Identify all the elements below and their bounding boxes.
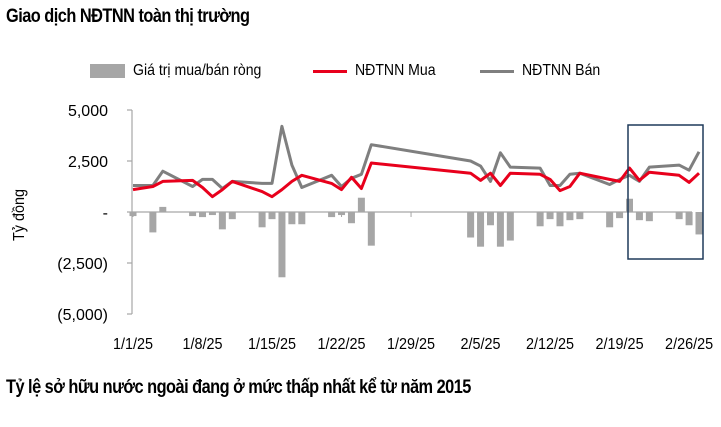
net-bar [576, 212, 584, 220]
net-bar [149, 212, 157, 233]
chart-title: Giao dịch NĐTNN toàn thị trường [6, 6, 250, 27]
x-tick-label: 2/26/25 [665, 335, 713, 353]
legend-label-net: Giá trị mua/bán ròng [133, 62, 262, 79]
net-bar [189, 212, 197, 217]
net-bar [159, 206, 167, 212]
net-bar [208, 212, 216, 216]
net-bar [536, 212, 544, 227]
net-bar [506, 212, 514, 241]
x-tick-label: 2/12/25 [526, 335, 574, 353]
x-axis [132, 211, 692, 217]
x-tick-labels: 1/1/25 1/8/25 1/15/25 1/22/25 1/29/25 2/5/25 2… [113, 335, 713, 353]
x-tick-label: 1/29/25 [387, 335, 435, 353]
net-bar [645, 212, 653, 222]
net-bar [626, 198, 633, 212]
net-bar [218, 212, 226, 230]
net-bar [675, 212, 683, 220]
net-bar [367, 212, 375, 246]
y-tick-label: 2,500 [68, 154, 108, 171]
x-tick-label: 1/22/25 [318, 335, 366, 353]
net-bar [228, 212, 236, 220]
net-bar [328, 212, 336, 218]
net-bar [685, 212, 693, 226]
x-tick-label: 1/1/25 [113, 335, 153, 353]
y-tick-label: (5,000) [57, 307, 108, 324]
legend-item-buy: NĐTNN Mua [312, 62, 447, 80]
net-bar [357, 197, 365, 212]
x-tick-label: 2/19/25 [596, 335, 644, 353]
net-bar [477, 212, 485, 247]
y-tick-label: (2,500) [57, 256, 108, 273]
net-bar [278, 212, 286, 278]
net-bar [635, 212, 643, 221]
y-tick-label: 5,000 [68, 103, 108, 120]
legend-sell-swatch [480, 69, 515, 73]
legend-label-buy: NĐTNN Mua [354, 62, 436, 79]
chart-legend: Giá trị mua/bán ròng NĐTNN Mua NĐTNN Bán [90, 60, 645, 82]
net-bar [695, 212, 703, 235]
y-axis: 5,000 2,500 - (2,500) (5,000) [57, 103, 133, 324]
y-tick-label: - [103, 205, 108, 222]
net-bar [258, 212, 266, 228]
net-bar [606, 212, 614, 228]
legend-item-sell: NĐTNN Bán [480, 62, 611, 80]
net-value-bars [129, 197, 703, 278]
highlight-box [627, 124, 704, 260]
net-bar [486, 212, 494, 226]
legend-item-net: Giá trị mua/bán ròng [90, 62, 279, 80]
x-tick-label: 2/5/25 [461, 335, 501, 353]
legend-buy-swatch [312, 69, 347, 73]
net-bar [556, 212, 564, 227]
net-bar [298, 212, 306, 225]
net-bar [496, 212, 504, 247]
x-tick-label: 1/15/25 [248, 335, 296, 353]
legend-bar-swatch [90, 64, 125, 78]
section-subtitle: Tỷ lệ sở hữu nước ngoài đang ở mức thấp … [6, 377, 471, 398]
net-bar [347, 212, 355, 224]
net-bar [288, 212, 296, 225]
buy-line [132, 161, 701, 199]
x-tick-label: 1/8/25 [182, 335, 222, 353]
net-bar [467, 212, 475, 238]
legend-label-sell: NĐTNN Bán [522, 62, 601, 79]
net-bar [566, 212, 574, 221]
